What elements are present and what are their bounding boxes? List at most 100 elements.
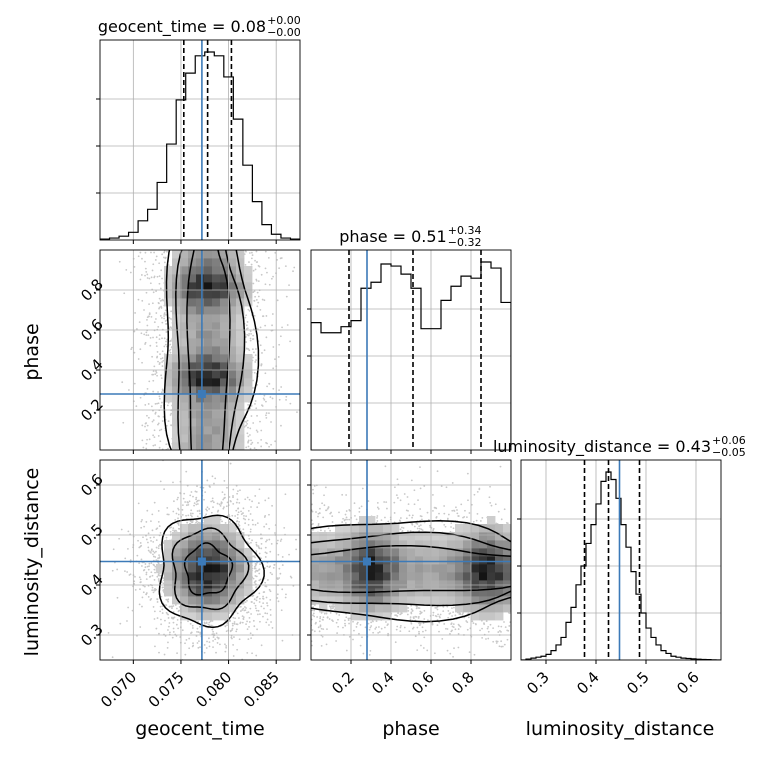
sample-point xyxy=(246,419,249,422)
sample-point xyxy=(203,498,205,501)
sample-point xyxy=(166,404,169,407)
sample-point xyxy=(247,638,250,641)
density-cell xyxy=(236,274,245,283)
sample-point xyxy=(156,617,159,619)
sample-point xyxy=(172,481,174,484)
sample-point xyxy=(161,401,163,404)
sample-point xyxy=(206,509,208,512)
sample-point xyxy=(202,486,205,489)
sample-point xyxy=(163,337,166,340)
sample-point xyxy=(161,357,164,359)
sample-point xyxy=(255,550,258,552)
sample-point xyxy=(254,523,257,526)
sample-point xyxy=(158,651,160,654)
sample-point xyxy=(156,601,159,603)
sample-point xyxy=(158,397,161,400)
sample-point xyxy=(133,330,136,333)
sample-point xyxy=(268,624,270,626)
sample-point xyxy=(138,603,141,606)
sample-point xyxy=(161,586,164,589)
sample-point xyxy=(138,562,141,565)
sample-point xyxy=(250,405,253,407)
sample-point xyxy=(152,291,155,294)
sample-point xyxy=(193,504,195,507)
density-cell xyxy=(180,298,189,307)
sample-point xyxy=(164,320,167,322)
sample-point xyxy=(295,538,297,541)
sample-point xyxy=(248,621,251,623)
sample-point xyxy=(252,577,255,580)
sample-point xyxy=(153,276,156,279)
sample-point xyxy=(146,388,149,390)
sample-point xyxy=(248,625,250,628)
sample-point xyxy=(239,489,241,492)
density-cell xyxy=(236,394,245,403)
density-cell xyxy=(172,442,181,450)
sample-point xyxy=(165,340,167,343)
sample-point xyxy=(151,420,154,423)
sample-point xyxy=(151,355,154,358)
density-cell xyxy=(188,354,197,363)
sample-point xyxy=(246,333,249,336)
sample-point xyxy=(161,608,164,611)
sample-point xyxy=(166,250,168,253)
sample-point xyxy=(165,536,168,539)
sample-point xyxy=(150,562,153,565)
sample-point xyxy=(270,277,273,280)
sample-point xyxy=(261,665,263,667)
sample-point xyxy=(155,539,158,542)
sample-point xyxy=(183,492,186,495)
density-cell xyxy=(236,330,245,339)
sample-point xyxy=(247,435,250,438)
sample-point xyxy=(137,539,139,542)
sample-point xyxy=(245,328,248,330)
sample-point xyxy=(211,475,214,478)
sample-point xyxy=(161,420,164,422)
sample-point xyxy=(247,334,250,337)
sample-point xyxy=(265,416,268,419)
sample-point xyxy=(145,578,148,580)
sample-point xyxy=(137,255,140,258)
density-cell xyxy=(212,418,221,427)
sample-point xyxy=(161,612,164,614)
density-cell xyxy=(196,290,205,299)
sample-point xyxy=(255,279,258,282)
sample-point xyxy=(136,328,138,330)
sample-point xyxy=(270,421,272,423)
sample-point xyxy=(208,641,211,644)
sample-point xyxy=(257,502,260,504)
sample-point xyxy=(157,510,160,512)
density-cell xyxy=(244,266,253,275)
density-cell xyxy=(220,274,229,283)
sample-point xyxy=(211,497,214,500)
density-cell xyxy=(196,258,205,267)
sample-point xyxy=(161,277,163,280)
sample-point xyxy=(156,598,159,600)
sample-point xyxy=(296,411,298,414)
sample-point xyxy=(131,346,133,349)
sample-point xyxy=(264,324,267,327)
density-cell xyxy=(228,410,237,419)
sample-point xyxy=(139,278,142,281)
sample-point xyxy=(159,314,162,317)
sample-point xyxy=(149,344,152,347)
sample-point xyxy=(160,307,163,309)
sample-point xyxy=(152,336,154,339)
sample-point xyxy=(213,482,215,485)
density-cell xyxy=(204,362,213,371)
density-cell xyxy=(204,418,213,427)
sample-point xyxy=(280,257,283,259)
sample-point xyxy=(293,266,296,269)
density-cell xyxy=(228,362,237,371)
density-cell xyxy=(172,434,181,443)
sample-point xyxy=(268,513,270,516)
density-cell xyxy=(212,322,221,331)
density-cell xyxy=(236,442,245,450)
sample-point xyxy=(174,604,177,606)
sample-point xyxy=(150,405,153,408)
sample-point xyxy=(111,656,114,659)
sample-point xyxy=(285,398,287,401)
density-cell xyxy=(204,330,213,339)
sample-point xyxy=(155,370,157,372)
density-cell xyxy=(220,394,229,403)
